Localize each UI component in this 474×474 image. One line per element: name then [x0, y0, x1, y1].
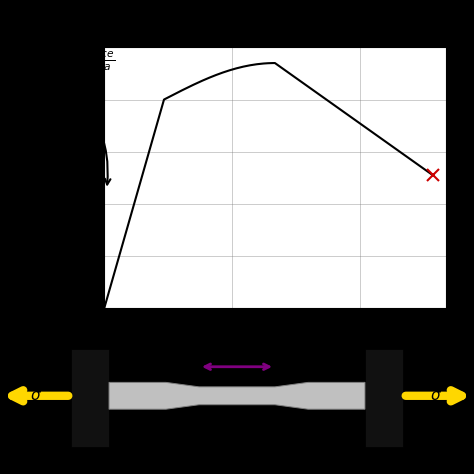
Bar [71, 349, 109, 447]
Bar [365, 349, 403, 447]
Text: Force measured: Force measured [0, 331, 63, 341]
Text: Displacement induced by machi…: Displacement induced by machi… [153, 331, 321, 341]
Text: Stress = $\frac{Force}{Area}$: Stress = $\frac{Force}{Area}$ [14, 47, 115, 73]
Text: $\varepsilon$: $\varepsilon$ [206, 329, 220, 353]
Text: $\sigma$: $\sigma$ [430, 388, 442, 403]
Text: $\varepsilon$: $\varepsilon$ [232, 370, 242, 385]
Polygon shape [109, 383, 365, 409]
Text: Strain = Change in
              Length: Strain = Change in Length [284, 329, 416, 357]
Text: $\sigma$: $\sigma$ [29, 388, 42, 403]
Text: $\sigma$ (MPa): $\sigma$ (MPa) [12, 151, 30, 210]
